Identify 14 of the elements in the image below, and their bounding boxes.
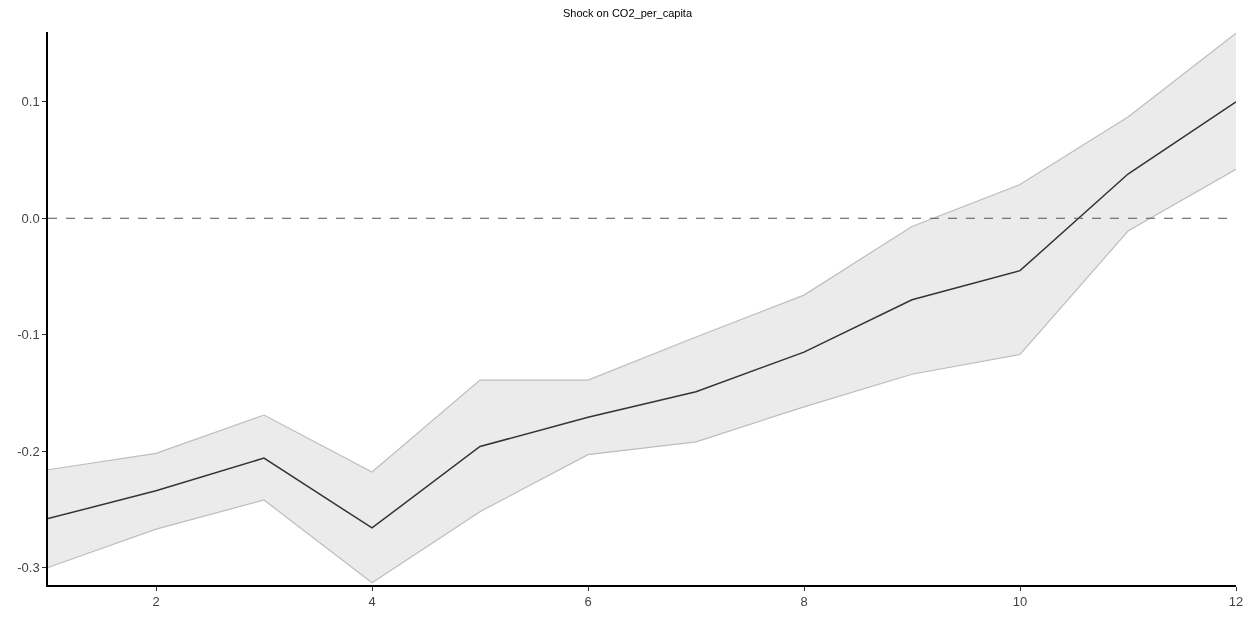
line-series [48, 101, 1236, 529]
x-tick-label: 2 [152, 594, 160, 610]
x-tick-label: 12 [1228, 594, 1244, 610]
x-tick-label: 8 [800, 594, 808, 610]
y-tick-label: -0.2 [17, 443, 40, 459]
y-tick-label: -0.1 [17, 327, 40, 343]
x-tick-label: 10 [1012, 594, 1028, 610]
y-tick-label: -0.3 [17, 560, 40, 576]
line-series [48, 32, 1236, 473]
y-tick-label: 0.0 [21, 210, 40, 226]
chart-title: Shock on CO2_per_capita [562, 7, 693, 20]
y-tick-label: 0.1 [21, 94, 40, 110]
x-tick-label: 6 [584, 594, 592, 610]
x-tick-label: 4 [368, 594, 376, 610]
